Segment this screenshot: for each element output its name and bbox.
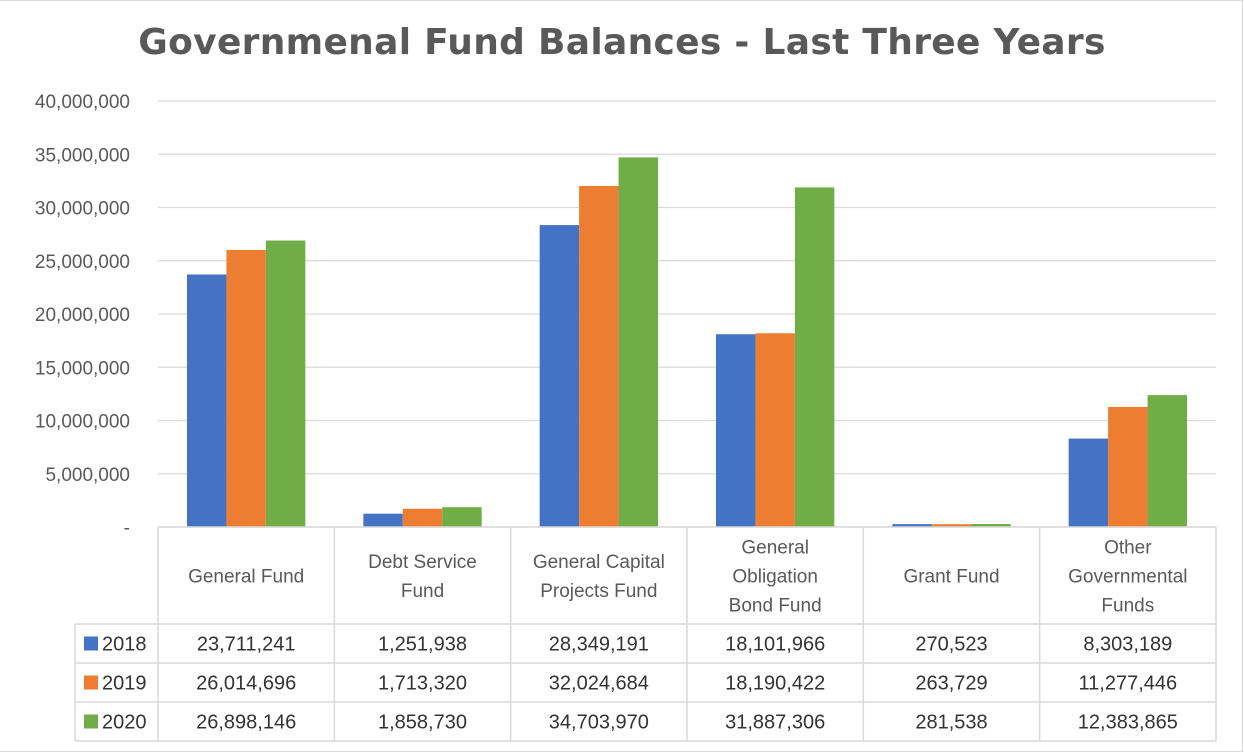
category-label: Fund xyxy=(401,581,444,602)
y-tick-label: 30,000,000 xyxy=(35,199,130,220)
category-label: Governmental xyxy=(1068,567,1187,588)
bar xyxy=(187,274,227,527)
table-cell: 28,349,191 xyxy=(549,634,649,656)
legend-swatch xyxy=(84,714,98,729)
bar xyxy=(539,225,580,527)
table-cell: 18,101,966 xyxy=(725,634,825,656)
bar xyxy=(931,524,972,527)
legend-label: 2019 xyxy=(102,673,147,695)
bar xyxy=(794,187,835,527)
bar xyxy=(971,524,1011,527)
y-tick-label: 10,000,000 xyxy=(35,412,130,433)
legend-swatch xyxy=(84,675,98,690)
table-cell: 263,729 xyxy=(915,673,987,695)
category-label: General xyxy=(741,538,809,559)
bar xyxy=(716,334,756,527)
table-cell: 34,703,970 xyxy=(549,712,649,734)
legend-label: 2020 xyxy=(102,712,147,734)
y-tick-label: 15,000,000 xyxy=(35,358,130,379)
table-cell: 12,383,865 xyxy=(1078,712,1178,734)
bar xyxy=(442,507,482,527)
table-cell: 281,538 xyxy=(915,712,987,734)
table-cell: 18,190,422 xyxy=(725,673,825,695)
bar xyxy=(579,185,619,527)
bar xyxy=(363,513,403,527)
table-cell: 1,251,938 xyxy=(378,634,467,656)
table-cell: 26,014,696 xyxy=(196,673,296,695)
bar xyxy=(226,249,266,527)
table-cell: 26,898,146 xyxy=(196,712,296,734)
table-cell: 31,887,306 xyxy=(725,712,825,734)
y-tick-label: 40,000,000 xyxy=(35,92,130,113)
category-label: Obligation xyxy=(732,567,818,588)
table-cell: 1,713,320 xyxy=(378,673,467,695)
legend-label: 2018 xyxy=(102,634,147,656)
bar xyxy=(1068,438,1109,527)
bar xyxy=(265,240,306,528)
legend-swatch xyxy=(84,636,98,651)
category-label: General Capital xyxy=(533,552,665,573)
category-label: Bond Fund xyxy=(729,596,822,617)
bar xyxy=(1147,395,1187,527)
y-tick-label: 35,000,000 xyxy=(35,145,130,166)
table-cell: 1,858,730 xyxy=(378,712,467,734)
table-cell: 270,523 xyxy=(915,634,987,656)
chart-title: Governmenal Fund Balances - Last Three Y… xyxy=(138,22,1106,63)
category-label: Other xyxy=(1104,538,1152,559)
category-label: Grant Fund xyxy=(903,567,999,588)
category-label: General Fund xyxy=(188,567,304,588)
bar xyxy=(618,157,658,528)
table-cell: 8,303,189 xyxy=(1083,634,1172,656)
category-label: Funds xyxy=(1101,596,1154,617)
y-tick-label: 25,000,000 xyxy=(35,252,130,273)
bar xyxy=(402,508,443,527)
table-cell: 32,024,684 xyxy=(549,673,649,695)
bar xyxy=(1108,406,1148,527)
y-tick-label: - xyxy=(124,518,130,539)
category-label: Debt Service xyxy=(368,552,477,573)
bar xyxy=(892,524,932,527)
table-cell: 23,711,241 xyxy=(197,634,296,656)
bar xyxy=(755,333,795,527)
y-tick-label: 20,000,000 xyxy=(35,305,130,326)
table-cell: 11,277,446 xyxy=(1079,673,1178,695)
category-label: Projects Fund xyxy=(540,581,657,602)
y-tick-label: 5,000,000 xyxy=(45,465,130,486)
